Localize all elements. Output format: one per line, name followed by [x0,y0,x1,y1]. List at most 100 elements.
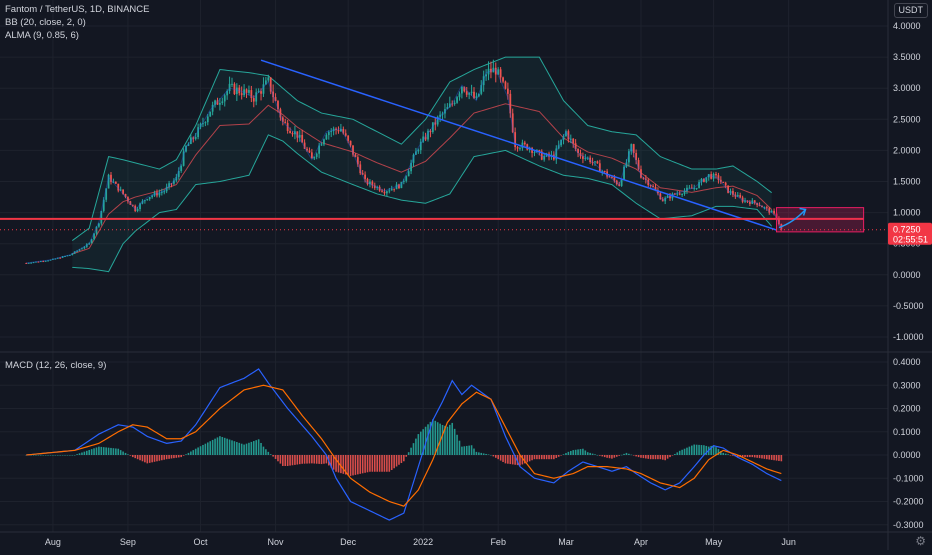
currency-badge[interactable]: USDT [893,3,928,18]
candle-body [683,190,686,195]
price-tick-label: 1.0000 [893,208,921,218]
macd-histogram-bar [753,455,756,458]
macd-histogram-bar [398,455,400,465]
candle-body [119,189,122,191]
candle-body [480,85,483,94]
candle-body [52,258,54,260]
candle-body [182,151,185,166]
macd-histogram-bar [560,455,562,456]
macd-histogram-bar [540,455,543,460]
candle-body [579,153,582,157]
candle-body [461,86,463,94]
macd-histogram-bar [434,420,437,455]
macd-histogram-bar [494,455,497,458]
candle-body [388,190,391,192]
symbol-legend[interactable]: Fantom / TetherUS, 1D, BINANCE BB (20, c… [5,3,150,42]
candle-body [160,191,163,193]
macd-histogram-bar [635,455,637,457]
candle-body [194,137,197,139]
candle-body [526,144,529,150]
candle-body [761,205,763,208]
macd-histogram-bar [223,437,226,455]
macd-histogram-bar [497,455,499,460]
macd-histogram-bar [301,455,303,464]
macd-histogram-bar [589,452,591,455]
macd-indicator-label[interactable]: MACD (12, 26, close, 9) [5,360,107,371]
candle-body [44,260,47,262]
macd-histogram-bar [582,448,584,455]
candle-body [412,154,415,163]
candle-body [589,157,592,162]
macd-histogram-bar [502,455,504,462]
macd-histogram-bar [427,424,429,455]
macd-tick-label: -0.2000 [893,497,924,507]
macd-histogram-bar [717,449,720,455]
candle-body [369,181,371,185]
bb-indicator-label[interactable]: BB (20, close, 2, 0) [5,17,86,28]
macd-histogram-bar [729,455,732,456]
candle-body [625,162,628,167]
macd-histogram-bar [54,455,57,456]
macd-histogram-bar [182,455,185,456]
alma-indicator-label[interactable]: ALMA (9, 0.85, 6) [5,30,79,41]
macd-histogram-bar [538,455,541,460]
macd-histogram-bar [352,455,354,476]
candle-body [189,137,192,144]
macd-histogram-bar [664,455,666,461]
macd-histogram-bar [320,455,323,465]
macd-histogram-bar [102,447,105,455]
macd-histogram-bar [371,455,374,472]
target-box[interactable] [776,207,865,233]
macd-histogram-bar [429,421,432,455]
macd-histogram-bar [245,443,248,455]
macd-histogram-bar [412,443,415,455]
candle-body [308,150,311,153]
macd-histogram-bar [470,445,473,455]
candle-body [637,160,640,170]
candle-body [146,198,149,201]
candle-body [303,142,306,149]
trendline[interactable] [260,59,777,231]
candle-body [347,135,350,141]
candle-body [582,156,584,159]
candle-body [393,188,396,190]
macd-histogram-bar [359,455,362,474]
macd-histogram-bar [289,455,291,466]
macd-histogram-bar [603,455,606,458]
candle-body [698,182,700,188]
candle-body [54,258,57,260]
macd-histogram-bar [40,455,42,456]
gear-icon[interactable]: ⚙ [915,534,926,548]
candle-body [315,153,318,157]
bb-fill [72,57,772,272]
target-arrow[interactable] [778,208,807,229]
candle-body [739,195,742,198]
candle-body [439,114,442,117]
candle-body [131,204,134,206]
time-tick-label: 2022 [413,537,433,547]
macd-histogram-bar [676,452,679,455]
macd-histogram-bar [613,455,616,458]
candle-body [627,151,630,163]
candle-body [318,145,321,154]
candle-body [598,163,601,172]
candle-body [112,181,115,183]
candle-body [647,179,650,186]
candle-body [340,128,342,132]
candle-body [732,191,734,195]
macd-histogram-bar [364,455,366,473]
macd-histogram-bar [521,455,524,465]
price-badge[interactable] [888,222,932,245]
macd-histogram-bar [153,455,156,462]
candle-body [281,117,284,122]
candle-body [330,131,333,133]
macd-histogram-bar [654,455,657,460]
candle-body [729,191,732,193]
macd-tick-label: 0.2000 [893,404,921,414]
candle-body [741,197,744,202]
macd-histogram-bar [550,455,553,460]
candle-body [722,181,725,183]
candle-body [257,91,260,93]
